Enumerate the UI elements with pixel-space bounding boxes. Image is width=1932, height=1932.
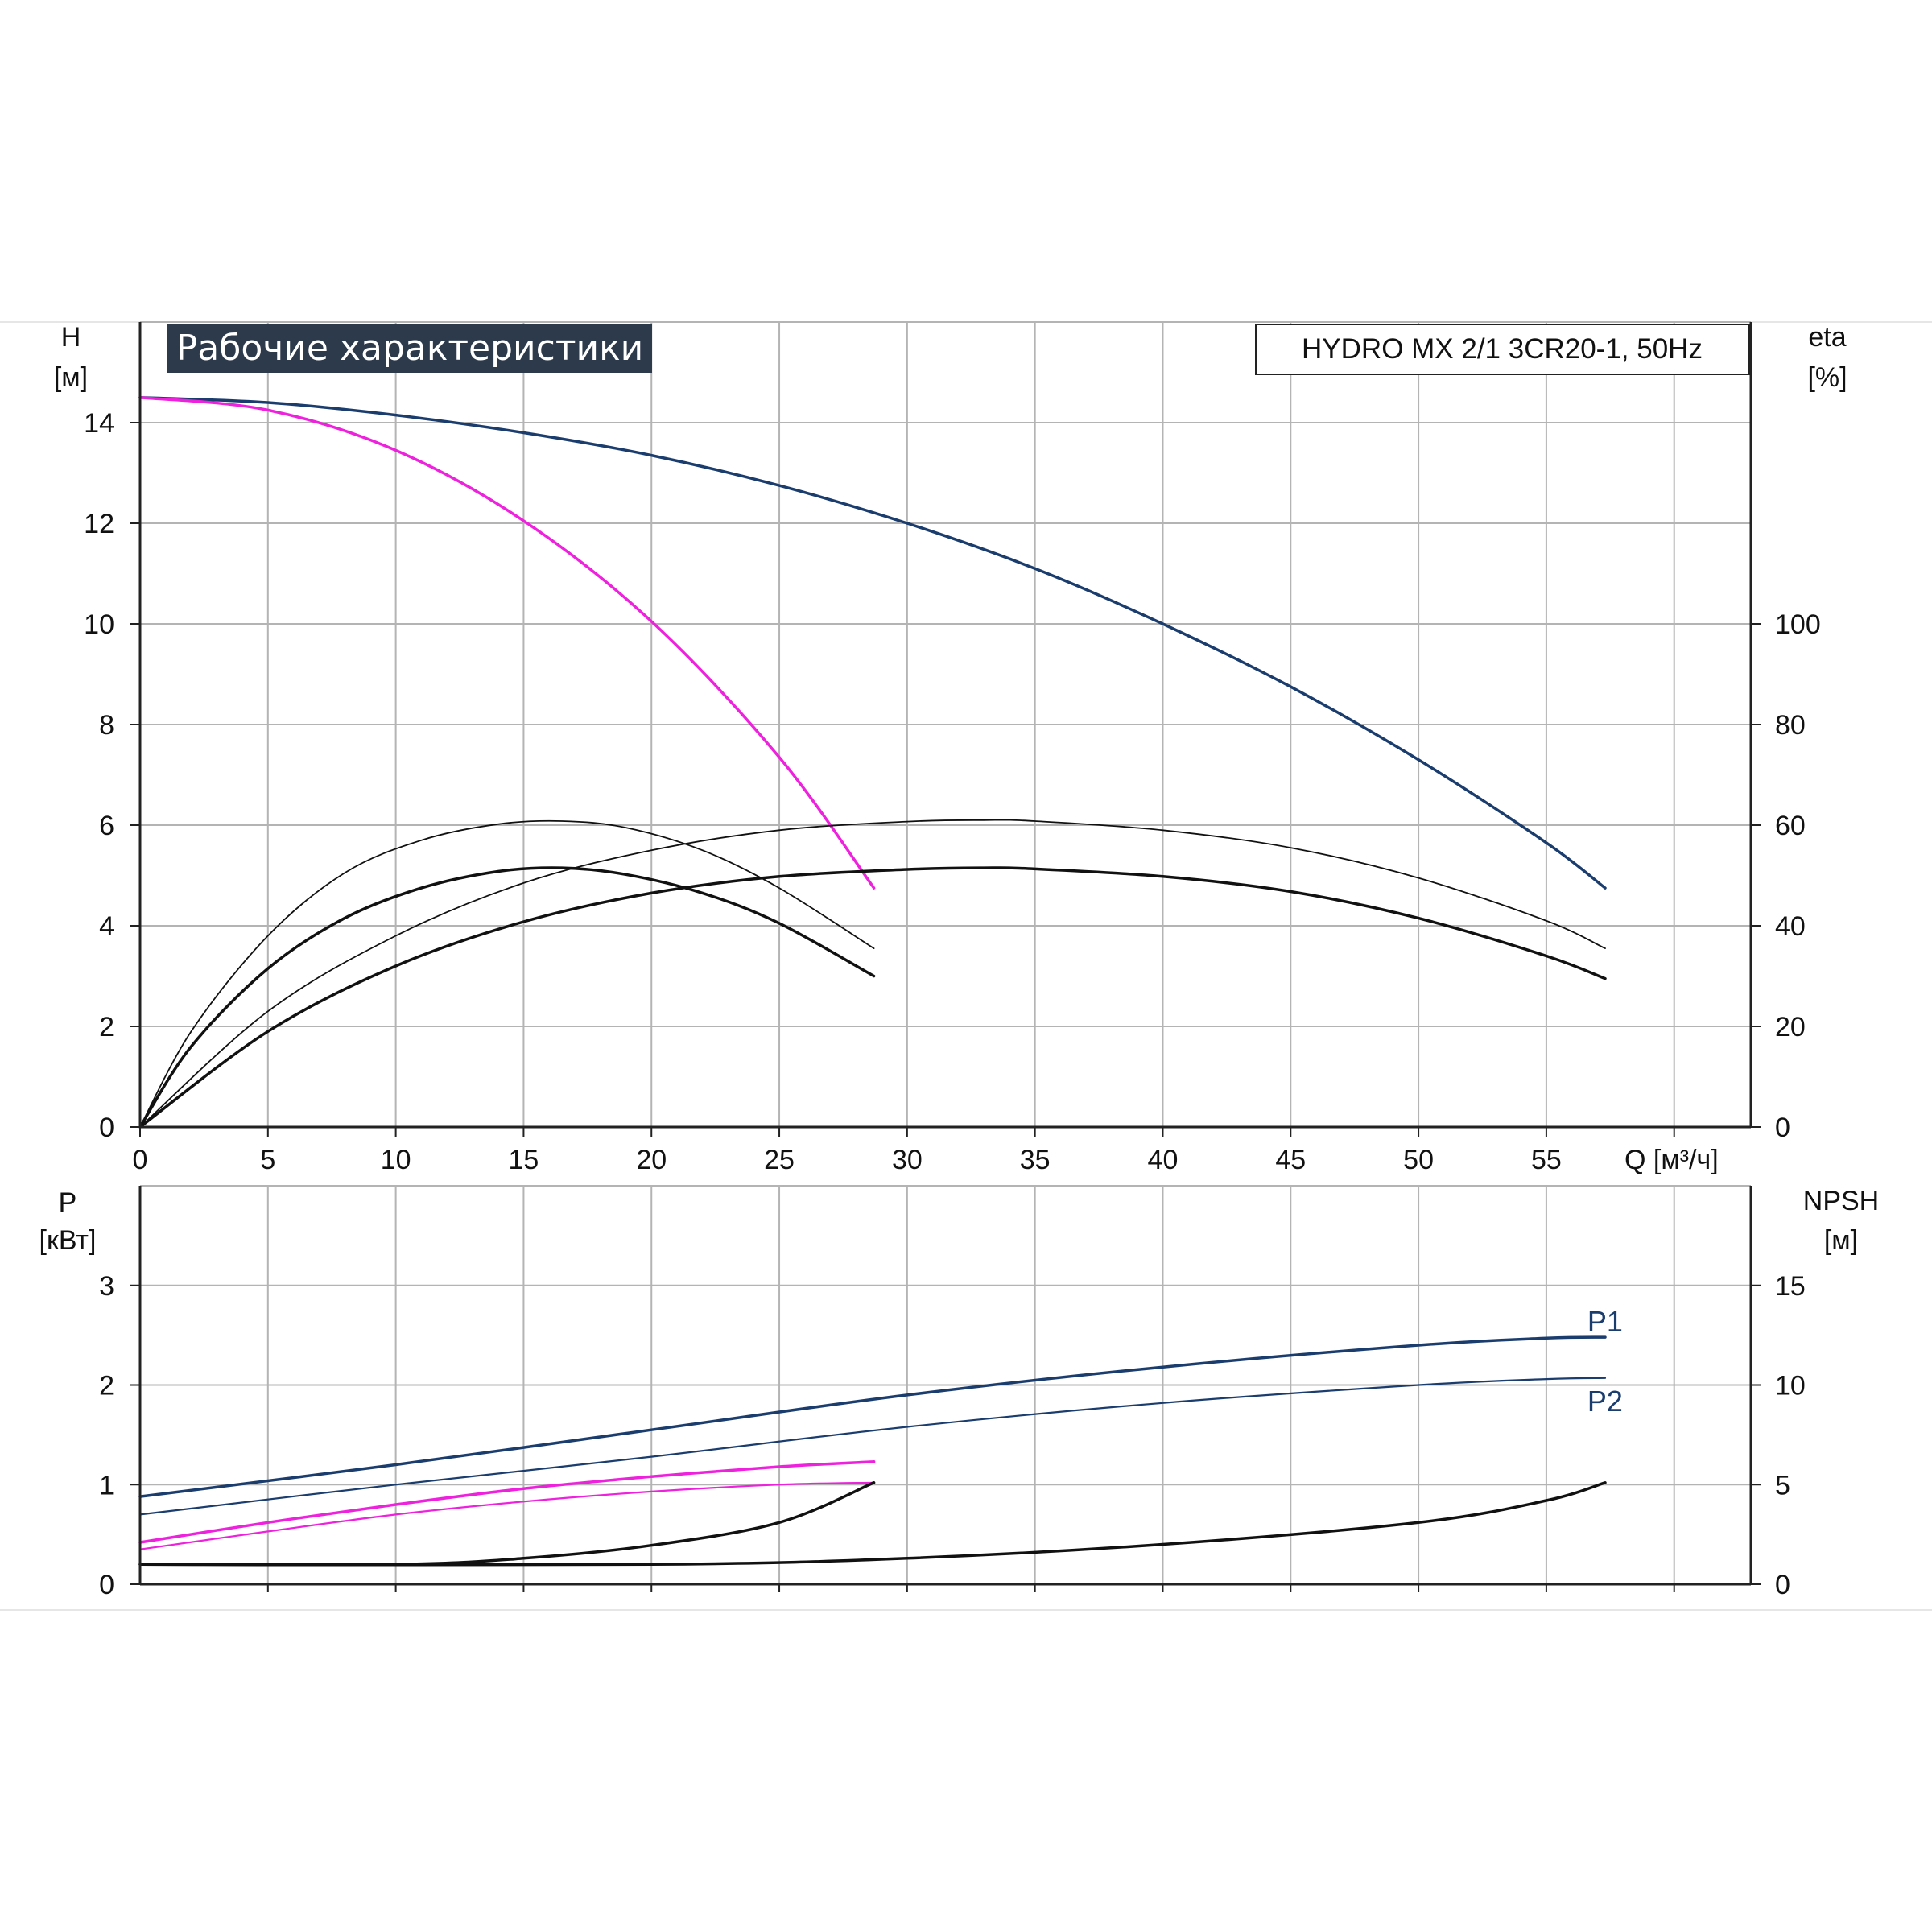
- bottom-series: [138, 1335, 1607, 1567]
- left-tick-label: 10: [84, 609, 114, 640]
- series-line-black-5: [138, 1481, 1607, 1567]
- series-line-magenta-2: [138, 1460, 876, 1544]
- head-axis-label: H: [61, 322, 81, 353]
- left-tick-label: 3: [99, 1271, 114, 1302]
- series-line-black-2: [139, 819, 875, 1128]
- efficiency-axis-label: eta: [1808, 322, 1846, 353]
- left-tick-label: 1: [99, 1470, 114, 1501]
- x-tick-label: 50: [1403, 1145, 1434, 1175]
- top-grid: [140, 321, 1751, 1127]
- npsh-axis-unit: [м]: [1824, 1225, 1858, 1256]
- flow-tick-labels: 0 5 10 15 20 25 30 35 40 45 50 55: [133, 1127, 1675, 1175]
- series-label-p2: P2: [1587, 1385, 1623, 1418]
- series-line-black-4: [138, 1481, 876, 1567]
- series-label-p1: P1: [1587, 1305, 1623, 1338]
- x-tick-label: 20: [636, 1145, 667, 1175]
- x-tick-label: 35: [1020, 1145, 1051, 1175]
- left-tick-label: 12: [84, 509, 114, 539]
- left-tick-label: 0: [99, 1113, 114, 1143]
- x-tick-label: 25: [764, 1145, 795, 1175]
- flow-axis-label: Q [м³/ч]: [1624, 1145, 1719, 1175]
- x-tick-label: 15: [509, 1145, 539, 1175]
- head-tick-labels: 0 2 4 6 8 10 12 14: [84, 408, 140, 1143]
- top-series: [138, 396, 1607, 1129]
- power-axis-label: P: [59, 1187, 77, 1218]
- right-tick-label: 100: [1775, 609, 1821, 640]
- series-line-black-5: [138, 866, 1607, 1129]
- series-line-magenta-1: [138, 396, 876, 890]
- right-tick-label: 60: [1775, 811, 1806, 841]
- npsh-tick-labels: 0 5 10 15: [1751, 1271, 1806, 1600]
- chart-title: Рабочие характеристики: [176, 328, 644, 369]
- x-tick-label: 45: [1275, 1145, 1306, 1175]
- series-line-black-3: [138, 866, 876, 1129]
- x-tick-label: 40: [1148, 1145, 1179, 1175]
- right-tick-label: 80: [1775, 710, 1806, 741]
- left-tick-label: 6: [99, 811, 114, 841]
- x-tick-label: 5: [260, 1145, 275, 1175]
- right-tick-label: 5: [1775, 1470, 1790, 1501]
- npsh-axis-label: NPSH: [1803, 1186, 1879, 1216]
- left-tick-label: 8: [99, 710, 114, 741]
- series-line-black-4: [139, 819, 1606, 1128]
- efficiency-axis-unit: [%]: [1807, 362, 1847, 393]
- series-line-blue-0: [138, 396, 1607, 890]
- right-tick-label: 40: [1775, 911, 1806, 942]
- head-efficiency-plot: 0 2 4 6 8 10 12 14 0 20 40 60 80 100 0 5 10 15 20 25 30 35 4…: [54, 321, 1847, 1175]
- chart-title-box: [167, 324, 652, 373]
- left-tick-label: 14: [84, 408, 114, 439]
- left-tick-label: 0: [99, 1570, 114, 1600]
- right-tick-label: 0: [1775, 1113, 1790, 1143]
- right-tick-label: 0: [1775, 1570, 1790, 1600]
- power-tick-labels: 0 1 2 3: [99, 1271, 140, 1600]
- series-labels: P1 P2: [1587, 1305, 1623, 1418]
- series-line-blue-0: [138, 1335, 1607, 1498]
- right-tick-label: 20: [1775, 1012, 1806, 1042]
- power-npsh-plot: 0 1 2 3 0 5 10 15 P1 P2 P [кВт] NPSH [м]: [39, 1185, 1879, 1600]
- x-tick-label: 10: [381, 1145, 411, 1175]
- right-tick-label: 10: [1775, 1371, 1806, 1402]
- x-tick-label: 30: [892, 1145, 923, 1175]
- power-axis-unit: [кВт]: [39, 1225, 97, 1256]
- bottom-grid: [140, 1185, 1751, 1584]
- head-axis-unit: [м]: [54, 362, 88, 393]
- right-tick-label: 15: [1775, 1271, 1806, 1302]
- model-box: [1255, 324, 1750, 375]
- series-line-magenta-3: [138, 1481, 875, 1550]
- left-tick-label: 2: [99, 1371, 114, 1402]
- x-tick-label: 55: [1531, 1145, 1562, 1175]
- left-tick-label: 4: [99, 911, 114, 942]
- model-label: HYDRO MX 2/1 3CR20-1, 50Hz: [1302, 333, 1703, 365]
- series-line-blue-1: [138, 1377, 1607, 1516]
- efficiency-tick-labels: 0 20 40 60 80 100: [1751, 609, 1821, 1143]
- left-tick-label: 2: [99, 1012, 114, 1042]
- x-tick-label: 0: [133, 1145, 148, 1175]
